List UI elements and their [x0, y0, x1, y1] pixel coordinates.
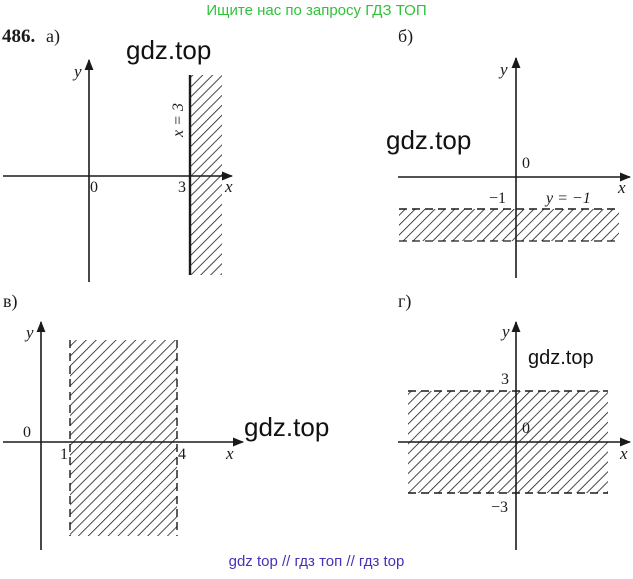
panel-a-x-label: x	[224, 177, 233, 196]
panel-b-x-label: x	[617, 178, 626, 197]
panel-v-origin: 0	[23, 424, 31, 441]
panel-g-tick-3: 3	[501, 371, 509, 388]
panel-b-boundary-label: y = −1	[544, 190, 591, 207]
panel-b-label: б)	[398, 26, 413, 47]
watermark-2: gdz.top	[386, 125, 471, 155]
panel-v-label: в)	[3, 291, 18, 312]
panel-a-label: а)	[46, 26, 60, 47]
panel-a-origin: 0	[90, 179, 98, 196]
watermark-3: gdz.top	[244, 412, 329, 442]
panel-g-y-label: y	[500, 322, 510, 341]
panel-b-tick-minus-1: −1	[489, 190, 506, 207]
panel-b-y-label: y	[498, 60, 508, 79]
watermark-1: gdz.top	[126, 35, 211, 65]
panel-v-x-label: x	[225, 444, 234, 463]
panel-a-y-label: y	[72, 62, 82, 81]
panel-v-y-label: y	[24, 323, 34, 342]
panel-a-hatched-region	[190, 75, 222, 275]
panel-a-tick-3: 3	[178, 179, 186, 196]
panel-b-hatched-region	[399, 209, 619, 241]
panel-b: б) y x 0 −1 y = −1	[398, 26, 632, 278]
panel-g-origin: 0	[522, 420, 530, 437]
panel-g: г) y x 0 3 −3	[398, 291, 632, 550]
panel-v-tick-1: 1	[60, 446, 68, 463]
panel-g-x-label: x	[619, 444, 628, 463]
panel-v: в) y x 0 1 4	[3, 291, 245, 550]
panel-v-hatched-region	[70, 340, 177, 536]
footer-links[interactable]: gdz top // гдз топ // гдз top	[228, 553, 405, 570]
panel-g-tick-minus-3: −3	[491, 499, 508, 516]
problem-number: 486.	[2, 26, 35, 47]
watermark-4: gdz.top	[528, 347, 594, 369]
panel-v-tick-4: 4	[178, 446, 186, 463]
panel-b-origin: 0	[522, 155, 530, 172]
top-banner[interactable]: Ищите нас по запросу ГДЗ ТОП	[206, 2, 427, 19]
panel-a-boundary-label: x = 3	[170, 103, 187, 138]
panel-a: а) y x 0 3 x = 3	[3, 26, 234, 282]
panel-g-label: г)	[398, 291, 411, 312]
